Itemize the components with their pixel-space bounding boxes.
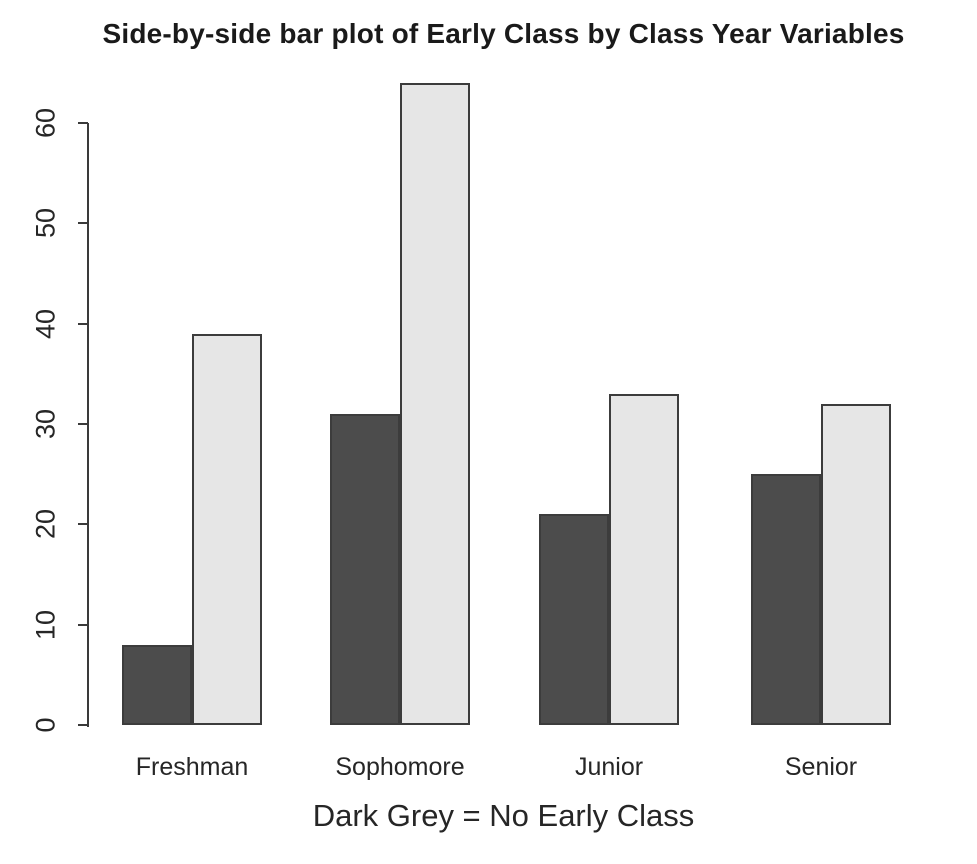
bar-early-class-junior — [609, 393, 679, 725]
x-axis-label: Dark Grey = No Early Class — [312, 798, 695, 833]
bar-early-class-senior — [821, 403, 891, 725]
y-axis-tick-label-50: 50 — [30, 208, 61, 239]
bar-no-early-class-freshman — [122, 644, 192, 725]
y-axis-tick-20 — [78, 523, 88, 526]
bar-early-class-freshman — [192, 333, 262, 725]
y-axis-tick-label-10: 10 — [30, 609, 61, 640]
y-axis-tick-label-30: 30 — [30, 408, 61, 440]
x-category-label-freshman: Freshman — [135, 753, 249, 781]
y-axis-tick-60 — [78, 122, 88, 124]
bar-no-early-class-senior — [751, 474, 821, 725]
y-axis-tick-40 — [78, 322, 88, 325]
y-axis-tick-50 — [78, 222, 88, 225]
y-axis-tick-label-0: 0 — [30, 717, 61, 733]
y-axis-line — [87, 123, 89, 727]
y-axis-tick-30 — [78, 423, 88, 425]
bar-no-early-class-sophomore — [330, 413, 400, 725]
x-category-label-senior: Senior — [784, 753, 858, 781]
y-axis-tick-label-40: 40 — [30, 308, 61, 339]
y-axis-tick-0 — [78, 724, 88, 726]
y-axis-tick-10 — [78, 623, 88, 626]
bar-no-early-class-junior — [539, 514, 609, 725]
chart-title: Side-by-side bar plot of Early Class by … — [102, 18, 905, 49]
x-category-label-sophomore: Sophomore — [335, 753, 465, 781]
y-axis-tick-label-20: 20 — [30, 509, 61, 540]
bar-early-class-sophomore — [400, 82, 470, 725]
y-axis-tick-label-60: 60 — [30, 107, 61, 139]
x-category-label-junior: Junior — [574, 753, 644, 781]
